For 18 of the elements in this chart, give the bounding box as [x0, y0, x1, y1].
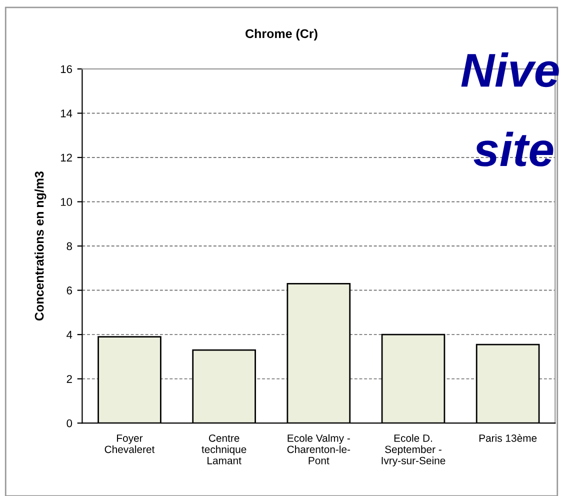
y-tick-label: 8	[66, 242, 72, 250]
x-tick-label: Ecole D. September - Ivry-sur-Seine	[382, 434, 446, 466]
y-tick-label: 10	[60, 198, 72, 206]
y-axis-title: Concentrations en ng/m3	[34, 171, 46, 321]
y-tick-label: 4	[66, 330, 72, 339]
chart-title: Chrome (Cr)	[246, 28, 318, 41]
x-tick-label: Paris 13ème	[479, 434, 537, 442]
y-tick-label: 12	[60, 154, 72, 162]
y-tick-label: 16	[60, 65, 72, 74]
y-tick-label: 0	[66, 419, 72, 428]
x-tick-label: Ecole Valmy - Charenton-le- Pont	[287, 434, 350, 464]
y-tick-label: 2	[66, 375, 72, 383]
y-tick-label: 6	[66, 286, 72, 294]
y-tick-label: 14	[60, 110, 72, 118]
annotation: site	[474, 132, 554, 166]
annotation: Nive	[461, 52, 559, 88]
x-tick-label: Centre technique Lamant	[202, 434, 246, 464]
x-tick-label: Foyer Chevaleret	[104, 434, 155, 454]
